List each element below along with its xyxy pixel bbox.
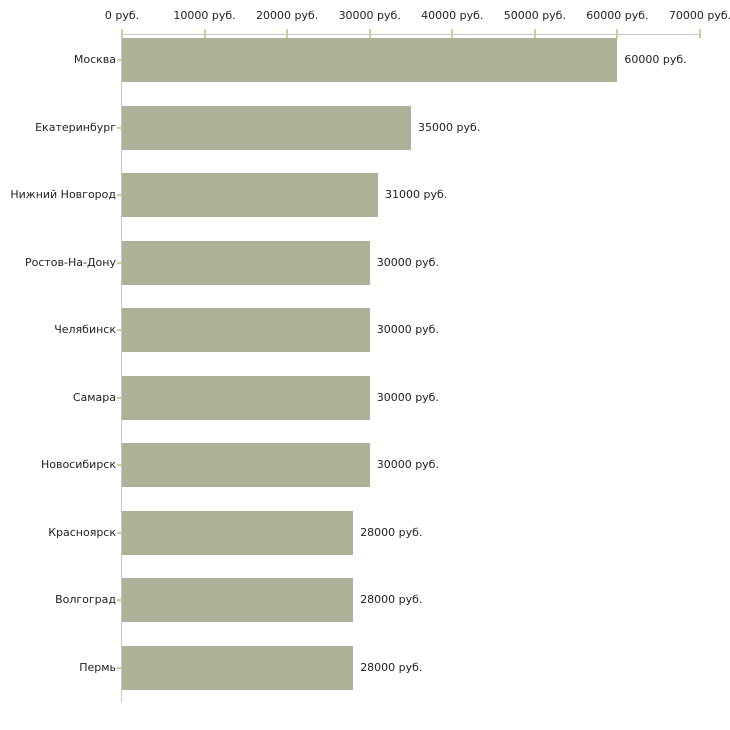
category-label: Нижний Новгород — [10, 188, 116, 201]
category-tick-mark — [117, 464, 122, 466]
category-label: Москва — [73, 53, 116, 66]
x-tick-mark — [368, 29, 371, 38]
x-tick-mark — [616, 29, 619, 38]
value-label: 35000 руб. — [418, 120, 481, 134]
category-label: Красноярск — [48, 525, 116, 539]
value-label: 30000 руб. — [376, 255, 439, 269]
x-tick-mark — [286, 29, 289, 38]
value-label: 30000 руб. — [376, 390, 439, 404]
category-label: Челябинск — [54, 323, 116, 336]
x-tick-mark — [699, 29, 701, 38]
category-label: Пермь — [79, 660, 116, 674]
category-label: Самара — [72, 390, 116, 404]
category-tick-mark — [117, 531, 122, 534]
x-tick-label: 70000 руб. — [668, 9, 730, 22]
value-label: 28000 руб. — [360, 660, 423, 674]
bar — [122, 173, 378, 217]
x-tick-label: 0 руб. — [104, 9, 140, 22]
x-tick-label: 40000 руб. — [421, 9, 484, 22]
category-tick-mark — [117, 599, 122, 601]
category-tick-mark — [117, 261, 122, 264]
bar — [122, 375, 370, 420]
value-label: 30000 руб. — [376, 458, 439, 471]
category-label: Екатеринбург — [35, 120, 116, 134]
category-tick-mark — [117, 396, 122, 399]
category-tick-mark — [117, 666, 122, 669]
bar — [122, 510, 354, 555]
category-tick-mark — [117, 329, 122, 331]
bar — [122, 105, 411, 150]
category-tick-mark — [117, 194, 122, 196]
y-axis-line — [121, 34, 122, 702]
x-tick-label: 60000 руб. — [586, 9, 649, 22]
value-label: 60000 руб. — [624, 53, 687, 66]
value-label: 28000 руб. — [360, 525, 423, 539]
x-tick-mark — [533, 29, 536, 38]
category-tick-mark — [117, 126, 122, 129]
category-label: Новосибирск — [40, 458, 116, 471]
bar — [122, 443, 370, 487]
category-tick-mark — [117, 59, 122, 61]
category-label: Волгоград — [55, 593, 116, 606]
x-tick-mark — [451, 29, 454, 38]
x-tick-label: 10000 руб. — [173, 9, 236, 22]
category-label: Ростов-На-Дону — [24, 255, 116, 269]
bar — [122, 578, 354, 622]
bar — [122, 645, 354, 690]
x-tick-mark — [203, 29, 206, 38]
bar — [122, 308, 370, 352]
bar — [122, 240, 370, 285]
bar — [122, 38, 618, 82]
x-tick-label: 50000 руб. — [503, 9, 566, 22]
x-axis-line — [121, 34, 700, 35]
value-label: 28000 руб. — [360, 593, 423, 606]
value-label: 30000 руб. — [376, 323, 439, 336]
x-tick-label: 20000 руб. — [256, 9, 319, 22]
x-tick-label: 30000 руб. — [338, 9, 401, 22]
value-label: 31000 руб. — [384, 188, 448, 201]
x-tick-mark — [121, 29, 123, 38]
